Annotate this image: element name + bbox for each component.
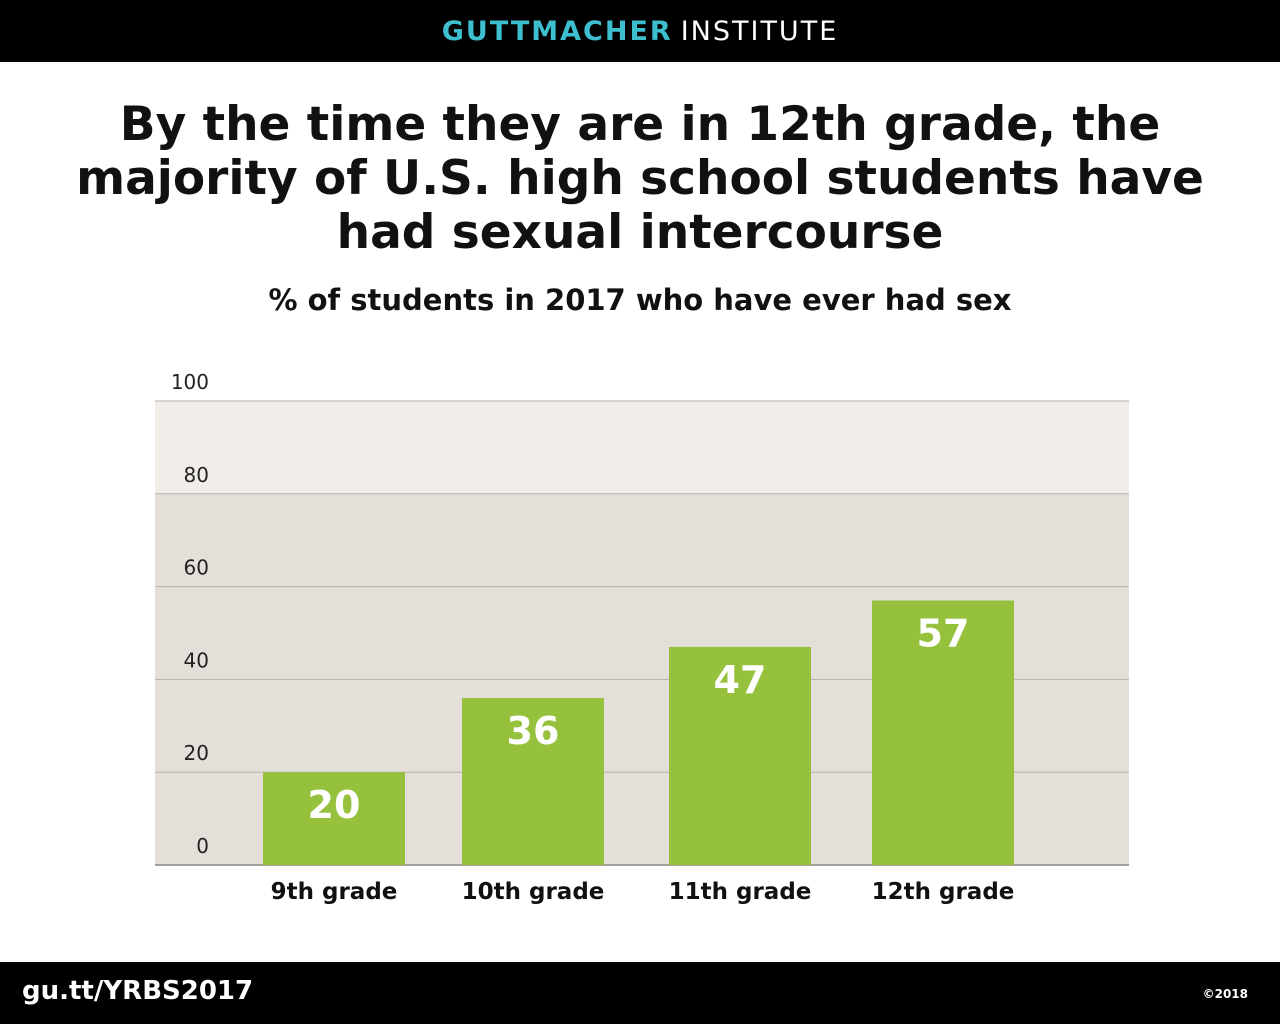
x-tick-label-1: 9th grade: [271, 879, 398, 905]
data-label-3: 47: [714, 658, 767, 702]
bar-chart: 0 20 40 60 80 100 20 9th grade 36 10th grade 47 11t…: [155, 370, 1129, 905]
chart-title: By the time they are in 12th grade, the …: [76, 97, 1204, 260]
y-tick-label-80: 80: [184, 463, 209, 487]
y-tick-label-40: 40: [184, 648, 209, 672]
footer-url: gu.tt/YRBS2017: [22, 976, 254, 1006]
x-tick-label-3: 11th grade: [669, 879, 812, 905]
data-label-2: 36: [507, 709, 560, 753]
bar-1: [263, 772, 405, 865]
y-tick-label-100: 100: [171, 370, 209, 394]
x-tick-label-4: 12th grade: [872, 879, 1015, 905]
header-bar: GUTTMACHER INSTITUTE: [0, 0, 1280, 62]
brand-logo: GUTTMACHER INSTITUTE: [442, 16, 839, 47]
brand-name-rest: INSTITUTE: [680, 15, 839, 47]
plot-band-upper: [155, 401, 1129, 494]
y-tick-label-0: 0: [196, 834, 209, 858]
footer-copyright: ©2018: [1202, 987, 1248, 1001]
x-tick-label-2: 10th grade: [462, 879, 605, 905]
bar-3: [669, 646, 811, 865]
bar-2: [462, 697, 604, 865]
footer-bar: gu.tt/YRBS2017 ©2018: [0, 962, 1280, 1024]
y-tick-label-60: 60: [184, 556, 209, 580]
y-tick-label-20: 20: [184, 741, 209, 765]
bar-4: [872, 600, 1014, 865]
brand-name-accent: GUTTMACHER: [441, 15, 673, 47]
data-label-1: 20: [308, 783, 361, 827]
chart-subtitle: % of students in 2017 who have ever had …: [268, 283, 1012, 317]
data-label-4: 57: [917, 612, 970, 656]
